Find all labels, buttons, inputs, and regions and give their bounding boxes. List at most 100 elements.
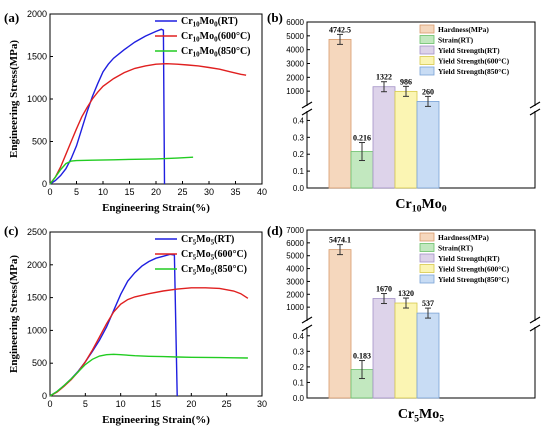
legend-entry-2: Yield Strength(RT) <box>438 254 500 263</box>
y-tick-label: 0.3 <box>293 347 305 356</box>
y-axis-label: Engineering Stress(MPa) <box>8 255 20 373</box>
legend-entry-2-s1: 10 <box>193 51 201 59</box>
axis-break-mark-left <box>301 101 313 109</box>
x-tick-label: 0 <box>47 187 52 197</box>
x-axis-label: Engineering Strain(%) <box>102 414 210 426</box>
legend-entry-2-s2: 5 <box>211 269 215 277</box>
y-tick-label: 0 <box>42 179 47 189</box>
legend-swatch-4 <box>419 66 435 76</box>
axis-break-mark-right <box>529 101 541 109</box>
group-label: Cr5Mo5 <box>398 407 444 425</box>
bar-value-label: 4742.5 <box>329 25 351 34</box>
legend-entry-1-cond: (600°C) <box>218 31 251 42</box>
legend-entry-2: Cr5Mo5(850°C) <box>181 264 247 277</box>
legend-entry-2: Yield Strength(RT) <box>438 46 500 55</box>
legend-entry-0-s2: 0 <box>214 21 218 29</box>
y-tick-label: 0 <box>42 391 47 401</box>
legend-entry-1-mid: Mo <box>200 31 214 42</box>
bar-value-label: 537 <box>422 299 434 308</box>
bar-4 <box>416 101 440 189</box>
y-tick-label: 6000 <box>286 239 304 248</box>
x-tick-label: 5 <box>83 399 88 409</box>
group-label-s2: 5 <box>439 414 444 425</box>
y-tick-label: 0.0 <box>293 184 305 193</box>
y-tick-label: 5000 <box>286 252 304 261</box>
x-tick-label: 35 <box>230 187 240 197</box>
x-tick-label: 0 <box>47 399 52 409</box>
legend-entry-0-base: Cr <box>181 234 193 245</box>
bar-0 <box>328 249 352 399</box>
y-tick-label: 1000 <box>27 325 47 335</box>
group-label-base: Cr <box>395 197 411 212</box>
group-label-s1: 10 <box>412 204 422 215</box>
x-tick-label: 40 <box>257 187 267 197</box>
bar-3 <box>394 302 418 399</box>
group-label: Cr10Mo0 <box>395 197 446 215</box>
legend-swatch-3 <box>419 264 435 273</box>
legend-entry-1-s2: 5 <box>211 254 215 262</box>
y-tick-label: 7000 <box>286 226 304 235</box>
series-line-2 <box>49 156 194 185</box>
legend-entry-1: Strain(RT) <box>438 36 474 45</box>
legend-entry-1-s1: 5 <box>193 254 197 262</box>
bar-value-label: 260 <box>422 87 434 96</box>
y-tick-label: 1500 <box>27 52 47 62</box>
y-tick-label: 3000 <box>286 60 304 69</box>
bar-value-label: 986 <box>400 77 412 86</box>
y-tick-label: 1000 <box>286 303 304 312</box>
x-tick-label: 15 <box>124 187 134 197</box>
legend-swatch-2 <box>419 253 435 263</box>
legend-entry-4: Yield Strength(850°C) <box>438 275 510 284</box>
legend-entry-2-base: Cr <box>181 46 193 57</box>
panel-label: (c) <box>4 223 18 238</box>
x-tick-label: 10 <box>116 399 126 409</box>
y-tick-label: 6000 <box>286 18 304 27</box>
y-tick-label: 0.1 <box>293 167 305 176</box>
axis-break-mark-left <box>301 108 313 116</box>
y-tick-label: 1500 <box>27 293 47 303</box>
y-tick-label: 0.4 <box>293 116 305 125</box>
x-tick-label: 25 <box>222 399 232 409</box>
legend-swatch-1 <box>419 35 435 44</box>
y-tick-label: 2000 <box>27 260 47 270</box>
legend-entry-0-s2: 5 <box>211 239 215 247</box>
legend-entry-2-mid: Mo <box>200 46 214 57</box>
y-tick-label: 4000 <box>286 46 304 55</box>
y-tick-label: 3000 <box>286 277 304 286</box>
y-tick-label: 0.1 <box>293 378 305 387</box>
bar-2 <box>372 298 396 399</box>
y-tick-label: 500 <box>32 137 47 147</box>
y-tick-label: 0.2 <box>293 363 305 372</box>
legend-entry-2-cond: (850°C) <box>214 264 247 275</box>
legend-entry-0: Cr10Mo0(RT) <box>181 16 238 29</box>
legend-swatch-3 <box>419 56 435 65</box>
series-line-0 <box>49 253 178 397</box>
legend-entry-0-s1: 5 <box>193 239 197 247</box>
legend-entry-1-base: Cr <box>181 249 193 260</box>
bar-value-label: 1322 <box>376 73 392 82</box>
legend-swatch-0 <box>419 24 435 34</box>
legend-entry-0-s1: 10 <box>193 21 201 29</box>
bar-4 <box>416 312 440 399</box>
y-axis-label: Engineering Stress(MPa) <box>8 40 20 158</box>
bar-3 <box>394 90 418 189</box>
bar-value-label: 0.216 <box>353 134 371 143</box>
axis-break-mark-left <box>301 324 313 332</box>
series-line-1 <box>49 287 249 397</box>
axis-break-mark-right <box>529 324 541 332</box>
y-tick-label: 0.0 <box>293 394 305 403</box>
bar-value-label: 1670 <box>376 285 392 294</box>
legend-entry-3: Yield Strength(600°C) <box>438 57 510 66</box>
bar-value-label: 1320 <box>398 289 414 298</box>
legend-entry-2-cond: (850°C) <box>218 46 251 57</box>
panel-label: (a) <box>4 10 19 25</box>
axis-break-mark-right <box>529 108 541 116</box>
panel-label: (b) <box>267 10 283 25</box>
y-tick-label: 2000 <box>27 9 47 19</box>
legend-entry-0-cond: (RT) <box>218 16 238 27</box>
legend-swatch-2 <box>419 45 435 55</box>
legend-entry-2-base: Cr <box>181 264 193 275</box>
y-tick-label: 0.3 <box>293 133 305 142</box>
legend-entry-0: Cr5Mo5(RT) <box>181 234 234 247</box>
